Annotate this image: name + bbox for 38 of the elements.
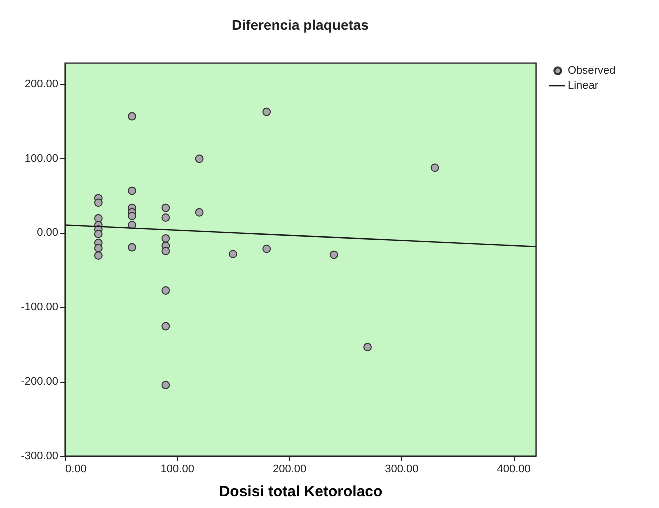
point [262,108,272,116]
point [162,234,170,243]
point [162,204,170,212]
point [195,208,204,217]
point [430,164,440,172]
y-tick-label: -300.00 [21,450,58,462]
y-tick-label: -100.00 [21,302,58,314]
point [262,244,272,254]
x-tick-label: 0.00 [66,464,87,476]
point [195,154,204,164]
legend-label: Linear [568,80,599,92]
point [229,250,238,258]
y-tick-label: 200.00 [24,78,58,90]
point [94,252,103,260]
x-tick-label: 100.00 [160,464,194,476]
x-tick-label: 300.00 [385,464,419,476]
point [128,112,136,121]
point [162,247,170,256]
point [162,286,170,295]
point [94,198,103,208]
point [128,186,136,196]
point [128,243,136,252]
point [330,250,338,260]
y-tick-label: 100.00 [24,152,58,165]
y-tick-label: -200.00 [21,376,58,388]
x-axis-title: Dosisi total Ketorolaco [219,484,383,500]
point [162,214,170,222]
point [162,381,170,390]
legend-label: Observed [568,65,616,77]
point [128,212,136,221]
y-tick-label: 0.00 [37,227,58,240]
point [162,322,170,331]
x-tick-label: 200.00 [272,464,307,476]
point [364,343,372,352]
point [94,244,103,253]
point [94,230,103,238]
chart-title: Diferencia plaquetas [232,17,370,33]
x-tick-label: 400.00 [497,464,531,476]
